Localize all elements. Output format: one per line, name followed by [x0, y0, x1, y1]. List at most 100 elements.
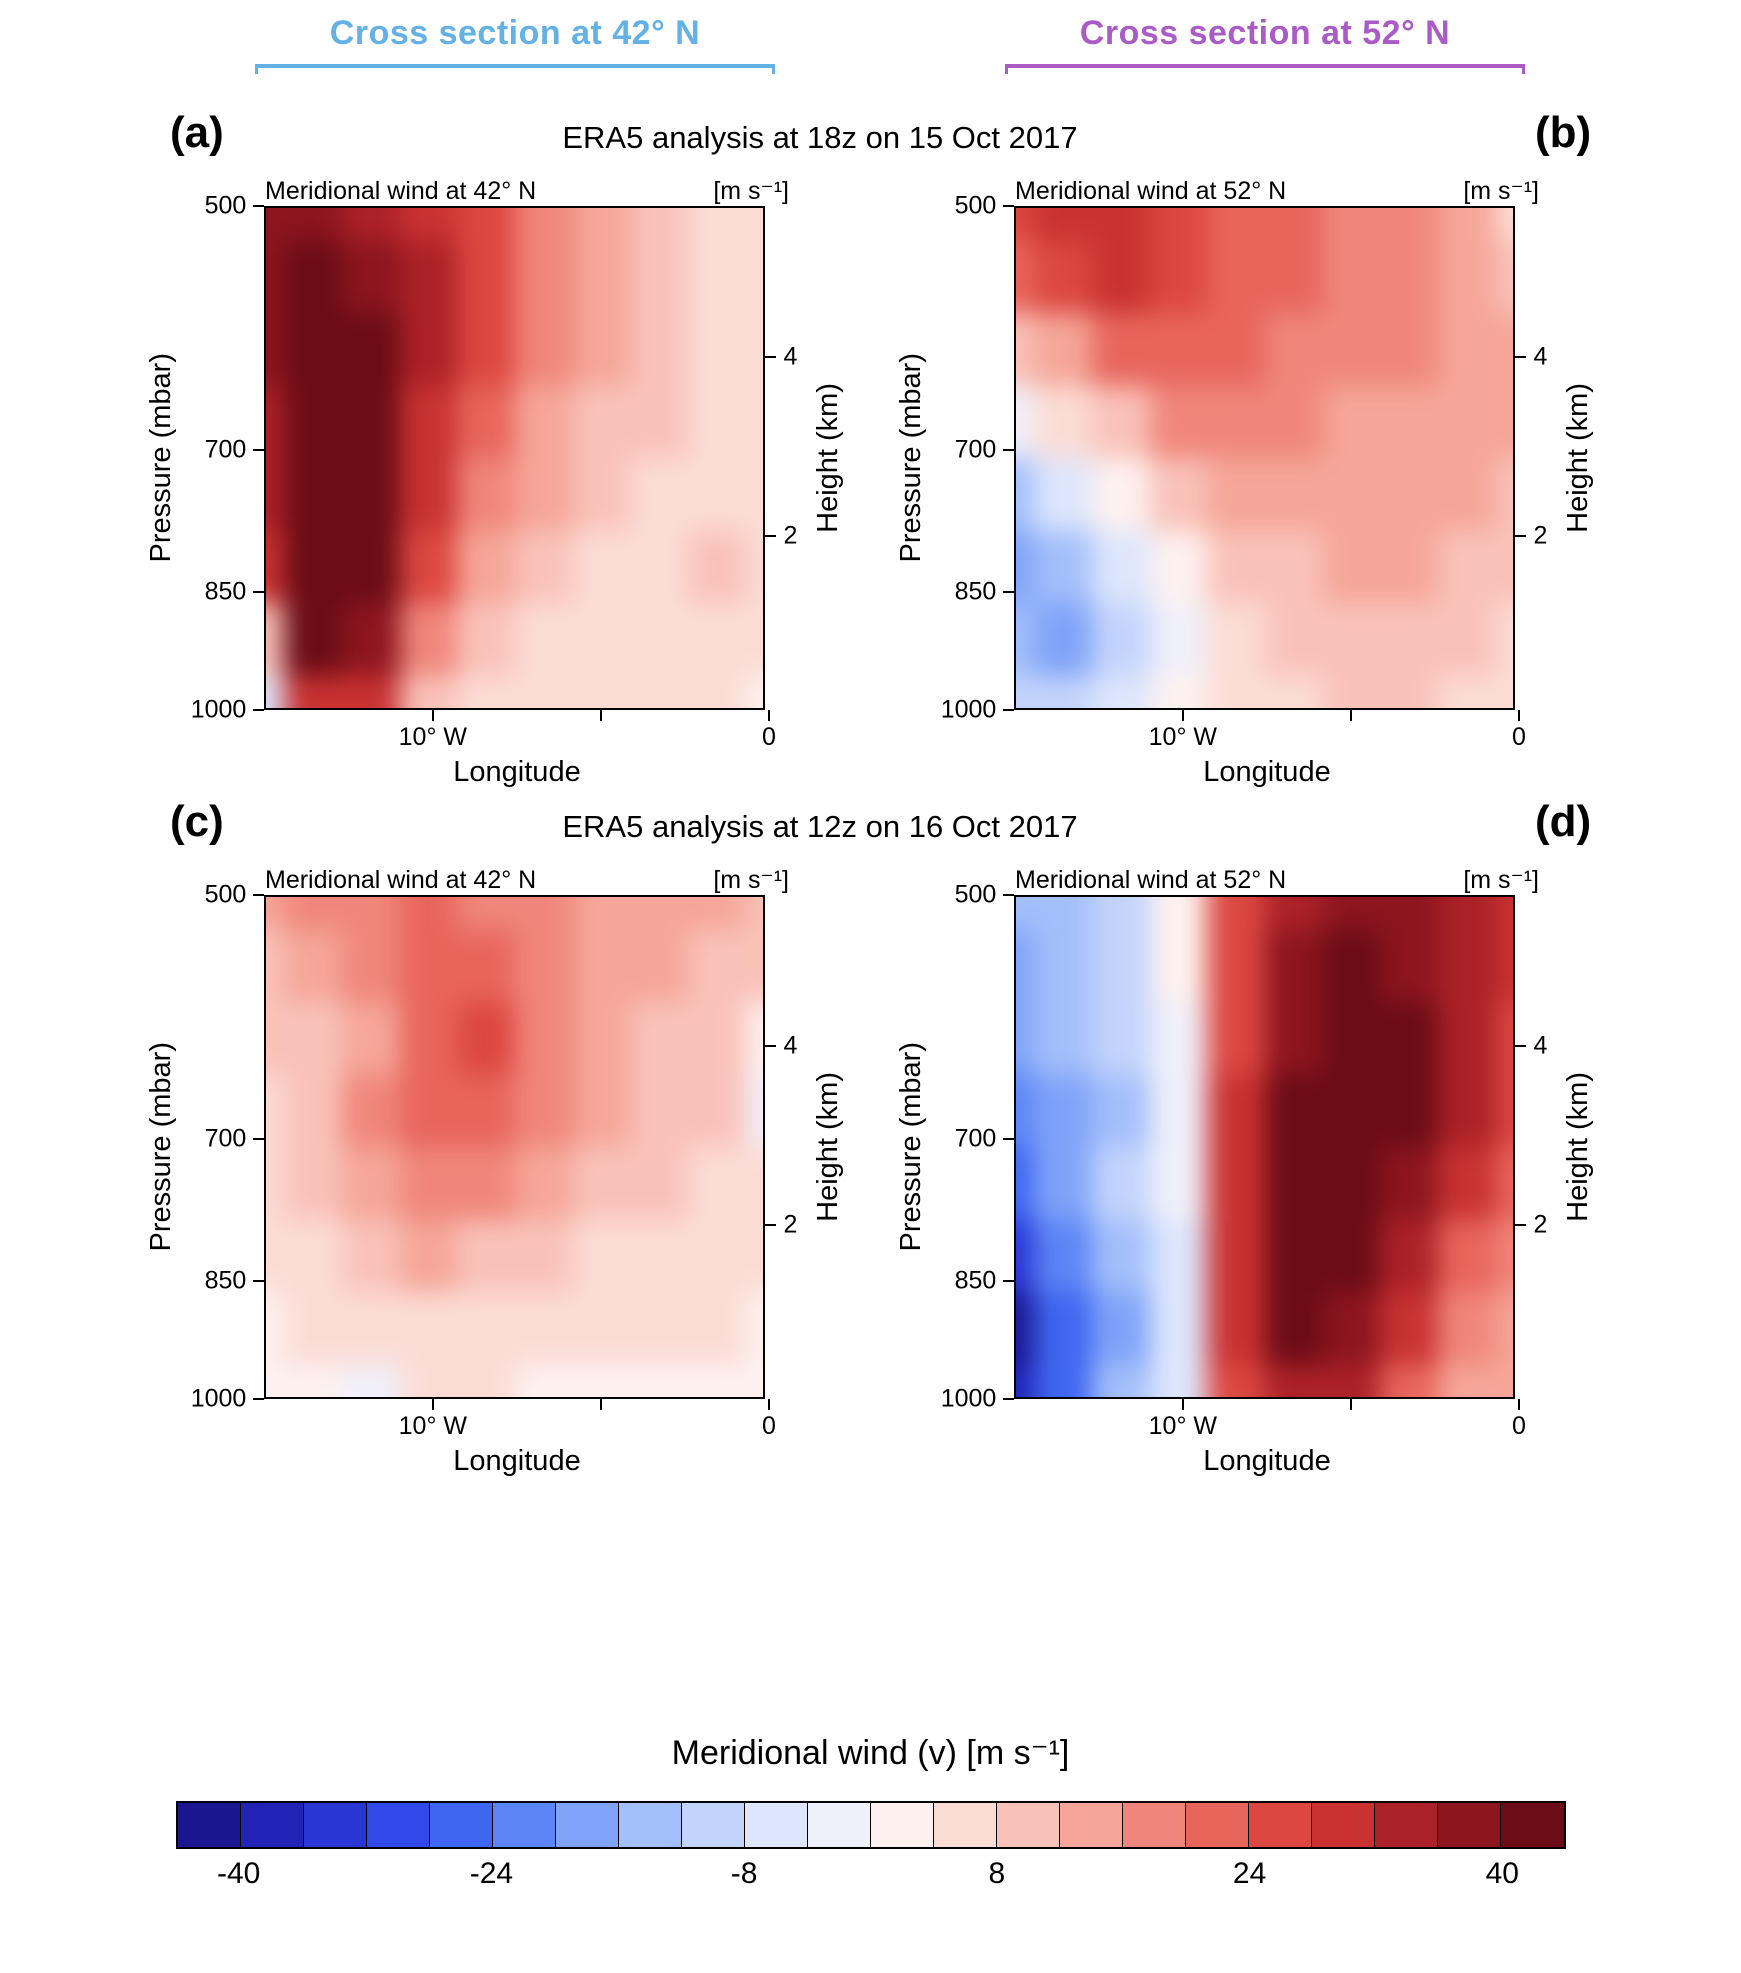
field-cell [1264, 240, 1323, 313]
field-cell [266, 1219, 285, 1292]
field-cell [341, 385, 400, 458]
longitude-tick-mark [1181, 710, 1184, 721]
height-tick-label: 2 [1533, 521, 1548, 550]
field-cell [1264, 208, 1323, 241]
field-cell [630, 240, 688, 313]
field-cell [1091, 897, 1150, 930]
row-2-panels: Meridional wind at 42° N [m s⁻¹] Pressur… [0, 857, 1741, 1478]
panel-d-foot: 10° W 0 Longitude [895, 1399, 1595, 1478]
field-cell [1091, 1292, 1150, 1365]
field-cell [1034, 1219, 1092, 1292]
field-cell [1034, 675, 1092, 708]
field-cell [745, 385, 764, 458]
field-cell [1149, 1147, 1208, 1220]
panel-subtitle: Meridional wind at 42° N [265, 177, 537, 205]
field-cell [266, 1292, 285, 1365]
field-cell [514, 208, 573, 241]
field-cell [1149, 1364, 1208, 1397]
field-cell [1016, 385, 1035, 458]
field-cell [1380, 240, 1438, 313]
field-cell [1207, 675, 1265, 708]
field-cell [1034, 1074, 1092, 1147]
colorbar-segment [555, 1803, 619, 1847]
left-axis-ticks: 500 700 850 1000 [928, 192, 1015, 724]
field-cell [1091, 675, 1150, 708]
field-cell [514, 313, 573, 386]
longitude-tick-label: 0 [1512, 1412, 1526, 1440]
pressure-tick-mark [1003, 205, 1015, 207]
field-cell [1091, 1219, 1150, 1292]
field-cell [1322, 1074, 1381, 1147]
field-cell [1264, 385, 1323, 458]
panel-c-foot: 10° W 0 Longitude [145, 1399, 845, 1478]
colorbar-tick-label: 24 [1232, 1857, 1267, 1890]
field-cell [1380, 603, 1438, 676]
field-cell [1437, 675, 1496, 708]
field-cell [687, 1292, 746, 1365]
field-cell [745, 1002, 764, 1075]
left-axis: Pressure (mbar) 500 700 850 1000 [145, 881, 265, 1413]
field-cell [687, 897, 746, 930]
field-cell [572, 1219, 631, 1292]
height-tick-mark [765, 1045, 777, 1048]
pressure-tick-label: 500 [204, 191, 247, 220]
field-cell [687, 675, 746, 708]
field-cell [1149, 1074, 1208, 1147]
field-cell [284, 1292, 342, 1365]
field-cell [1034, 530, 1092, 603]
colorbar-segment [934, 1803, 998, 1847]
field-cell [399, 603, 458, 676]
field-cell [1207, 458, 1265, 531]
field-cell [341, 240, 400, 313]
field-cell [457, 1147, 515, 1220]
field-cell [1437, 313, 1496, 386]
pressure-tick-mark [253, 894, 265, 896]
field-cell [1034, 1147, 1092, 1220]
height-tick-mark [765, 1224, 777, 1227]
field-cell [1322, 313, 1381, 386]
field-cell [572, 675, 631, 708]
longitude-tick-mark [431, 1399, 434, 1410]
panel-subtitle: Meridional wind at 52° N [1015, 177, 1287, 205]
colorbar-segment [1249, 1803, 1313, 1847]
field-cell [1495, 1147, 1514, 1220]
row-2-titlebar: (c) ERA5 analysis at 12z on 16 Oct 2017 … [0, 793, 1741, 857]
height-tick-label: 4 [783, 1031, 798, 1060]
panel-subtitle: Meridional wind at 52° N [1015, 866, 1287, 894]
field-cell [1495, 929, 1514, 1002]
field-cell [514, 1147, 573, 1220]
field-cell [1380, 458, 1438, 531]
field-cell [687, 603, 746, 676]
field-cell [1091, 240, 1150, 313]
pressure-tick-mark [1003, 1138, 1015, 1141]
longitude-tick-label: 0 [762, 1412, 776, 1440]
field-cell [1016, 240, 1035, 313]
field-cell [399, 1147, 458, 1220]
field-cell [457, 313, 515, 386]
field-cell [1437, 1219, 1496, 1292]
field-cell [1322, 1292, 1381, 1365]
field-cell [1264, 1147, 1323, 1220]
field-cell [1149, 675, 1208, 708]
longitude-minor-tick-mark [1350, 710, 1353, 721]
field-cell [1437, 530, 1496, 603]
field-cell [1034, 313, 1092, 386]
colorbar-segment [429, 1803, 493, 1847]
field-cell [687, 530, 746, 603]
field-cell [399, 1292, 458, 1365]
field-cell [266, 458, 285, 531]
colorbar-block: Meridional wind (v) [m s⁻¹] -40 -24 -8 8 24 4… [0, 1733, 1741, 1897]
field-cell [399, 929, 458, 1002]
field-cell [1437, 1364, 1496, 1397]
field-cell [1091, 458, 1150, 531]
field-cell [399, 1002, 458, 1075]
colorbar-segment [618, 1803, 682, 1847]
figure-row-1: (a) ERA5 analysis at 18z on 15 Oct 2017 … [0, 104, 1741, 789]
pressure-tick-mark [1003, 1279, 1015, 1282]
field-cell [1016, 929, 1035, 1002]
field-cell [1322, 603, 1381, 676]
field-cell [514, 1002, 573, 1075]
left-axis-ticks: 500 700 850 1000 [928, 881, 1015, 1413]
